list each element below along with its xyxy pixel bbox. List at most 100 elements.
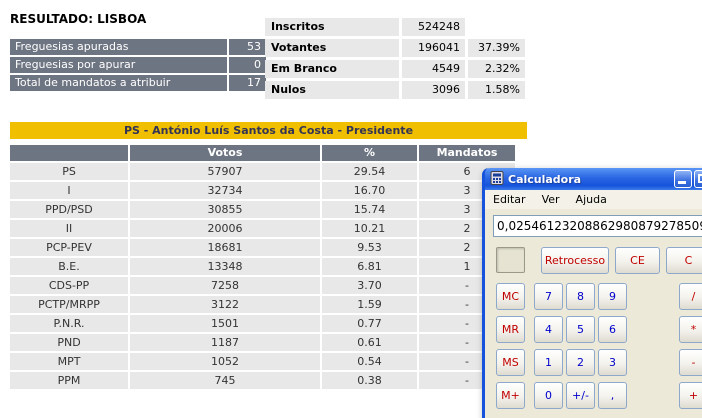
turnout-row: Votantes 196041 37.39% [265, 39, 525, 57]
menu-ver[interactable]: Ver [541, 193, 560, 206]
pct-cell: 0.77 [322, 315, 417, 332]
maximize-button[interactable] [694, 170, 702, 188]
table-row: I 32734 16.70 3 [10, 182, 517, 199]
mc-key[interactable]: MC [496, 283, 525, 310]
results-header-mandatos: Mandatos [419, 145, 515, 161]
winner-banner: PS - António Luís Santos da Costa - Pres… [10, 122, 527, 139]
mr-key[interactable]: MR [496, 316, 525, 343]
menu-editar[interactable]: Editar [493, 193, 526, 206]
summary-label: Freguesias por apurar [10, 57, 227, 73]
menu-ajuda[interactable]: Ajuda [575, 193, 607, 206]
turnout-value: 524248 [402, 18, 465, 36]
party-cell: PPM [10, 372, 128, 389]
calculator-title: Calculadora [508, 172, 582, 186]
table-row: B.E. 13348 6.81 1 [10, 258, 517, 275]
summary-value: 0 [229, 57, 266, 73]
turnout-pct: 37.39% [468, 39, 525, 57]
page-title: RESULTADO: LISBOA [10, 12, 147, 26]
calculator-keypad: Retrocesso CE C MC 7 8 9 / MR 4 5 6 * MS… [485, 247, 702, 418]
calculator-display: 0,02546123208862980879278509040 [493, 215, 702, 237]
party-cell: B.E. [10, 258, 128, 275]
votes-cell: 1187 [130, 334, 320, 351]
calculator-titlebar[interactable]: Calculadora × [485, 168, 702, 190]
calculator-menubar: Editar Ver Ajuda [485, 190, 702, 209]
comma-key[interactable]: , [598, 382, 627, 409]
party-cell: CDS-PP [10, 277, 128, 294]
summary-label: Freguesias apuradas [10, 39, 227, 55]
turnout-value: 4549 [402, 60, 465, 78]
results-header-row: Votos % Mandatos [10, 145, 517, 161]
turnout-row: Nulos 3096 1.58% [265, 81, 525, 99]
summary-label: Total de mandatos a atribuir [10, 75, 227, 91]
table-row: PND 1187 0.61 - [10, 334, 517, 351]
pct-cell: 9.53 [322, 239, 417, 256]
maximize-icon [698, 174, 702, 183]
votes-cell: 13348 [130, 258, 320, 275]
digit-7-key[interactable]: 7 [534, 283, 563, 310]
minimize-icon [678, 181, 686, 184]
pct-cell: 1.59 [322, 296, 417, 313]
digit-5-key[interactable]: 5 [566, 316, 595, 343]
keypad-row: M+ 0 +/- , + [496, 382, 702, 409]
pct-cell: 29.54 [322, 163, 417, 180]
left-summary-table: Freguesias apuradas 53 Freguesias por ap… [10, 39, 266, 93]
votes-cell: 20006 [130, 220, 320, 237]
minimize-button[interactable] [674, 170, 692, 188]
party-cell: PCP-PEV [10, 239, 128, 256]
summary-row: Total de mandatos a atribuir 17 [10, 75, 266, 91]
turnout-label: Votantes [265, 39, 399, 57]
results-header-pct: % [322, 145, 417, 161]
window-controls: × [674, 170, 702, 188]
keypad-row: Retrocesso CE C [496, 247, 702, 274]
ce-key[interactable]: CE [615, 247, 660, 274]
turnout-value: 3096 [402, 81, 465, 99]
turnout-summary-table: Inscritos 524248 Votantes 196041 37.39% … [265, 18, 525, 102]
party-cell: PS [10, 163, 128, 180]
keypad-row: MR 4 5 6 * [496, 316, 702, 343]
results-table: Votos % Mandatos PS 57907 29.54 6 I 3273… [10, 145, 517, 391]
votes-cell: 18681 [130, 239, 320, 256]
digit-9-key[interactable]: 9 [598, 283, 627, 310]
results-header-votos: Votos [130, 145, 320, 161]
backspace-key[interactable]: Retrocesso [541, 247, 609, 274]
digit-0-key[interactable]: 0 [534, 382, 563, 409]
digit-4-key[interactable]: 4 [534, 316, 563, 343]
m-plus-key[interactable]: M+ [496, 382, 525, 409]
calculator-icon [490, 170, 504, 188]
party-cell: I [10, 182, 128, 199]
pct-cell: 0.38 [322, 372, 417, 389]
table-row: PCTP/MRPP 3122 1.59 - [10, 296, 517, 313]
add-key[interactable]: + [679, 382, 702, 409]
digit-2-key[interactable]: 2 [566, 349, 595, 376]
subtract-key[interactable]: - [679, 349, 702, 376]
results-header-party [10, 145, 128, 161]
keypad-row: MC 7 8 9 / [496, 283, 702, 310]
turnout-pct: 1.58% [468, 81, 525, 99]
table-row: PPD/PSD 30855 15.74 3 [10, 201, 517, 218]
multiply-key[interactable]: * [679, 316, 702, 343]
votes-cell: 1501 [130, 315, 320, 332]
turnout-row: Em Branco 4549 2.32% [265, 60, 525, 78]
digit-8-key[interactable]: 8 [566, 283, 595, 310]
divide-key[interactable]: / [679, 283, 702, 310]
ms-key[interactable]: MS [496, 349, 525, 376]
pct-cell: 10.21 [322, 220, 417, 237]
pct-cell: 3.70 [322, 277, 417, 294]
digit-3-key[interactable]: 3 [598, 349, 627, 376]
c-key[interactable]: C [666, 247, 702, 274]
table-row: PCP-PEV 18681 9.53 2 [10, 239, 517, 256]
votes-cell: 32734 [130, 182, 320, 199]
pct-cell: 0.54 [322, 353, 417, 370]
digit-1-key[interactable]: 1 [534, 349, 563, 376]
sign-key[interactable]: +/- [566, 382, 595, 409]
calculator-window: Calculadora × Editar Ver Ajuda 0,0254612… [482, 168, 702, 418]
digit-6-key[interactable]: 6 [598, 316, 627, 343]
party-cell: PPD/PSD [10, 201, 128, 218]
turnout-label: Nulos [265, 81, 399, 99]
summary-row: Freguesias apuradas 53 [10, 39, 266, 55]
votes-cell: 745 [130, 372, 320, 389]
turnout-row: Inscritos 524248 [265, 18, 525, 36]
summary-value: 17 [229, 75, 266, 91]
votes-cell: 7258 [130, 277, 320, 294]
summary-value: 53 [229, 39, 266, 55]
